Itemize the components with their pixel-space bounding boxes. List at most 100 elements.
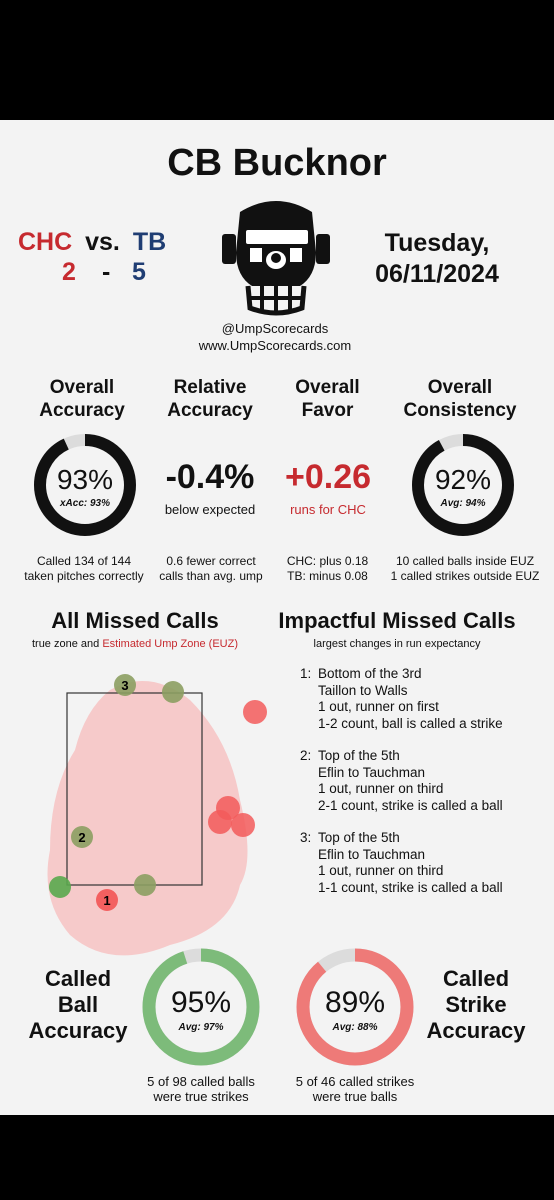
umpire-mask-icon xyxy=(222,201,330,316)
overall-consistency-avg: Avg: 94% xyxy=(440,498,486,509)
header-line: Called xyxy=(442,966,510,991)
overall-accuracy-xacc: xAcc: 93% xyxy=(59,498,111,509)
overall-consistency-ring xyxy=(412,434,514,536)
note-line: taken pitches correctly xyxy=(24,569,144,583)
called-strike-note: 5 of 46 called strikes were true balls xyxy=(272,1074,438,1104)
note-line: 5 of 98 called balls xyxy=(147,1074,255,1089)
missed-call-marker[interactable] xyxy=(208,810,232,834)
overall-accuracy-value: 93% xyxy=(56,464,114,495)
overall-favor-value: +0.26 xyxy=(284,458,372,496)
note-line: calls than avg. ump xyxy=(159,569,263,583)
header-line: Overall xyxy=(49,377,115,398)
called-ball-accuracy-value: 95% xyxy=(170,986,232,1019)
called-ball-accuracy-header: Called Ball Accuracy xyxy=(14,966,142,1044)
missed-call-marker[interactable] xyxy=(243,700,267,724)
twitter-handle[interactable]: @UmpScorecards xyxy=(221,321,329,336)
item-call: 1-2 count, ball is called a strike xyxy=(318,715,503,731)
item-call: 1-1 count, strike is called a ball xyxy=(318,879,503,895)
date-day: Tuesday, xyxy=(384,229,490,257)
legend-true-zone: true zone and xyxy=(31,638,103,650)
overall-consistency-value: 92% xyxy=(434,464,492,495)
header-line: Favor xyxy=(301,400,354,421)
item-number: 2: xyxy=(300,748,312,763)
item-matchup: Taillon to Walls xyxy=(318,682,408,698)
header-line: Called xyxy=(44,966,112,991)
missed-calls-plot: 3 2 1 xyxy=(47,674,267,956)
called-ball-accuracy-avg: Avg: 97% xyxy=(178,1022,224,1033)
euz-region xyxy=(47,681,248,956)
date-value: 06/11/2024 xyxy=(375,260,499,288)
missed-call-marker[interactable] xyxy=(114,674,136,696)
umpire-name: CB Bucknor xyxy=(167,142,387,184)
missed-call-marker[interactable] xyxy=(231,813,255,837)
note-line: 1 called strikes outside EUZ xyxy=(390,569,540,583)
game-date: Tuesday, 06/11/2024 xyxy=(352,228,522,290)
branding: @UmpScorecards www.UmpScorecards.com xyxy=(150,320,400,354)
scorecard-card: CB Bucknor CHC vs. TB 2 - 5 Tuesday, 06/… xyxy=(0,120,554,1115)
header-line: Accuracy xyxy=(28,1018,128,1043)
missed-call-marker[interactable] xyxy=(134,874,156,896)
marker-label: 2 xyxy=(78,830,85,845)
header-line: Consistency xyxy=(403,400,517,421)
relative-accuracy-value: -0.4% xyxy=(165,458,255,496)
relative-accuracy-note: 0.6 fewer correct calls than avg. ump xyxy=(150,554,272,584)
overall-consistency-header: Overall Consistency xyxy=(395,376,525,422)
relative-accuracy-sub: below expected xyxy=(164,502,256,517)
item-inning: Bottom of the 3rd xyxy=(318,666,422,681)
missed-call-marker[interactable] xyxy=(49,876,71,898)
header-line: Overall xyxy=(295,377,360,398)
legend-euz: Estimated Ump Zone (EUZ) xyxy=(102,638,239,650)
header-line: Relative xyxy=(173,377,247,398)
item-matchup: Eflin to Tauchman xyxy=(318,764,426,780)
note-line: Called 134 of 144 xyxy=(36,554,132,568)
note-line: 10 called balls inside EUZ xyxy=(395,554,535,568)
missed-call-marker[interactable] xyxy=(71,826,93,848)
missed-call-marker[interactable] xyxy=(96,889,118,911)
zone-legend: true zone and Estimated Ump Zone (EUZ) xyxy=(10,638,260,650)
note-line: 5 of 46 called strikes xyxy=(295,1074,415,1089)
ring-progress xyxy=(142,948,260,1066)
called-ball-accuracy-ring xyxy=(142,948,260,1066)
item-situation: 1 out, runner on first xyxy=(318,699,439,714)
home-score: 5 xyxy=(132,258,146,286)
note-line: 0.6 fewer correct xyxy=(166,554,256,568)
header-line: Overall xyxy=(427,377,493,398)
note-line: were true balls xyxy=(312,1089,398,1104)
marker-label: 1 xyxy=(103,893,110,908)
overall-favor-header: Overall Favor xyxy=(270,376,385,422)
header-line: Ball xyxy=(57,992,99,1017)
away-score: 2 xyxy=(62,258,76,286)
item-situation: 1 out, runner on third xyxy=(318,781,444,796)
ring-progress xyxy=(412,434,514,536)
ring-progress xyxy=(34,434,136,536)
header-line: Strike xyxy=(445,992,507,1017)
item-inning: Top of the 5th xyxy=(318,748,400,763)
item-call: 2-1 count, strike is called a ball xyxy=(318,797,503,813)
overall-favor-note: CHC: plus 0.18 TB: minus 0.08 xyxy=(275,554,380,584)
item-number: 3: xyxy=(300,830,312,845)
header-line: Accuracy xyxy=(426,1018,526,1043)
overall-accuracy-note: Called 134 of 144 taken pitches correctl… xyxy=(10,554,158,584)
note-line: CHC: plus 0.18 xyxy=(286,554,369,568)
item-inning: Top of the 5th xyxy=(318,830,400,845)
item-situation: 1 out, runner on third xyxy=(318,863,444,878)
note-line: were true strikes xyxy=(153,1089,249,1104)
relative-accuracy-header: Relative Accuracy xyxy=(150,376,270,422)
ring-progress xyxy=(296,948,414,1066)
header-line: Accuracy xyxy=(167,400,253,421)
called-strike-accuracy-avg: Avg: 88% xyxy=(332,1022,378,1033)
marker-label: 3 xyxy=(121,678,128,693)
header-line: Accuracy xyxy=(39,400,125,421)
called-strike-accuracy-value: 89% xyxy=(324,986,386,1019)
called-strike-accuracy-ring xyxy=(296,948,414,1066)
overall-consistency-note: 10 called balls inside EUZ 1 called stri… xyxy=(380,554,550,584)
website-link[interactable]: www.UmpScorecards.com xyxy=(198,338,352,353)
called-strike-accuracy-header: Called Strike Accuracy xyxy=(412,966,540,1044)
item-matchup: Eflin to Tauchman xyxy=(318,846,426,862)
all-missed-calls-title: All Missed Calls xyxy=(51,608,219,633)
missed-call-marker[interactable] xyxy=(162,681,184,703)
score-dash: - xyxy=(102,258,111,286)
note-line: TB: minus 0.08 xyxy=(287,569,368,583)
impactful-missed-calls-title: Impactful Missed Calls xyxy=(278,608,516,633)
called-ball-note: 5 of 98 called balls were true strikes xyxy=(118,1074,284,1104)
